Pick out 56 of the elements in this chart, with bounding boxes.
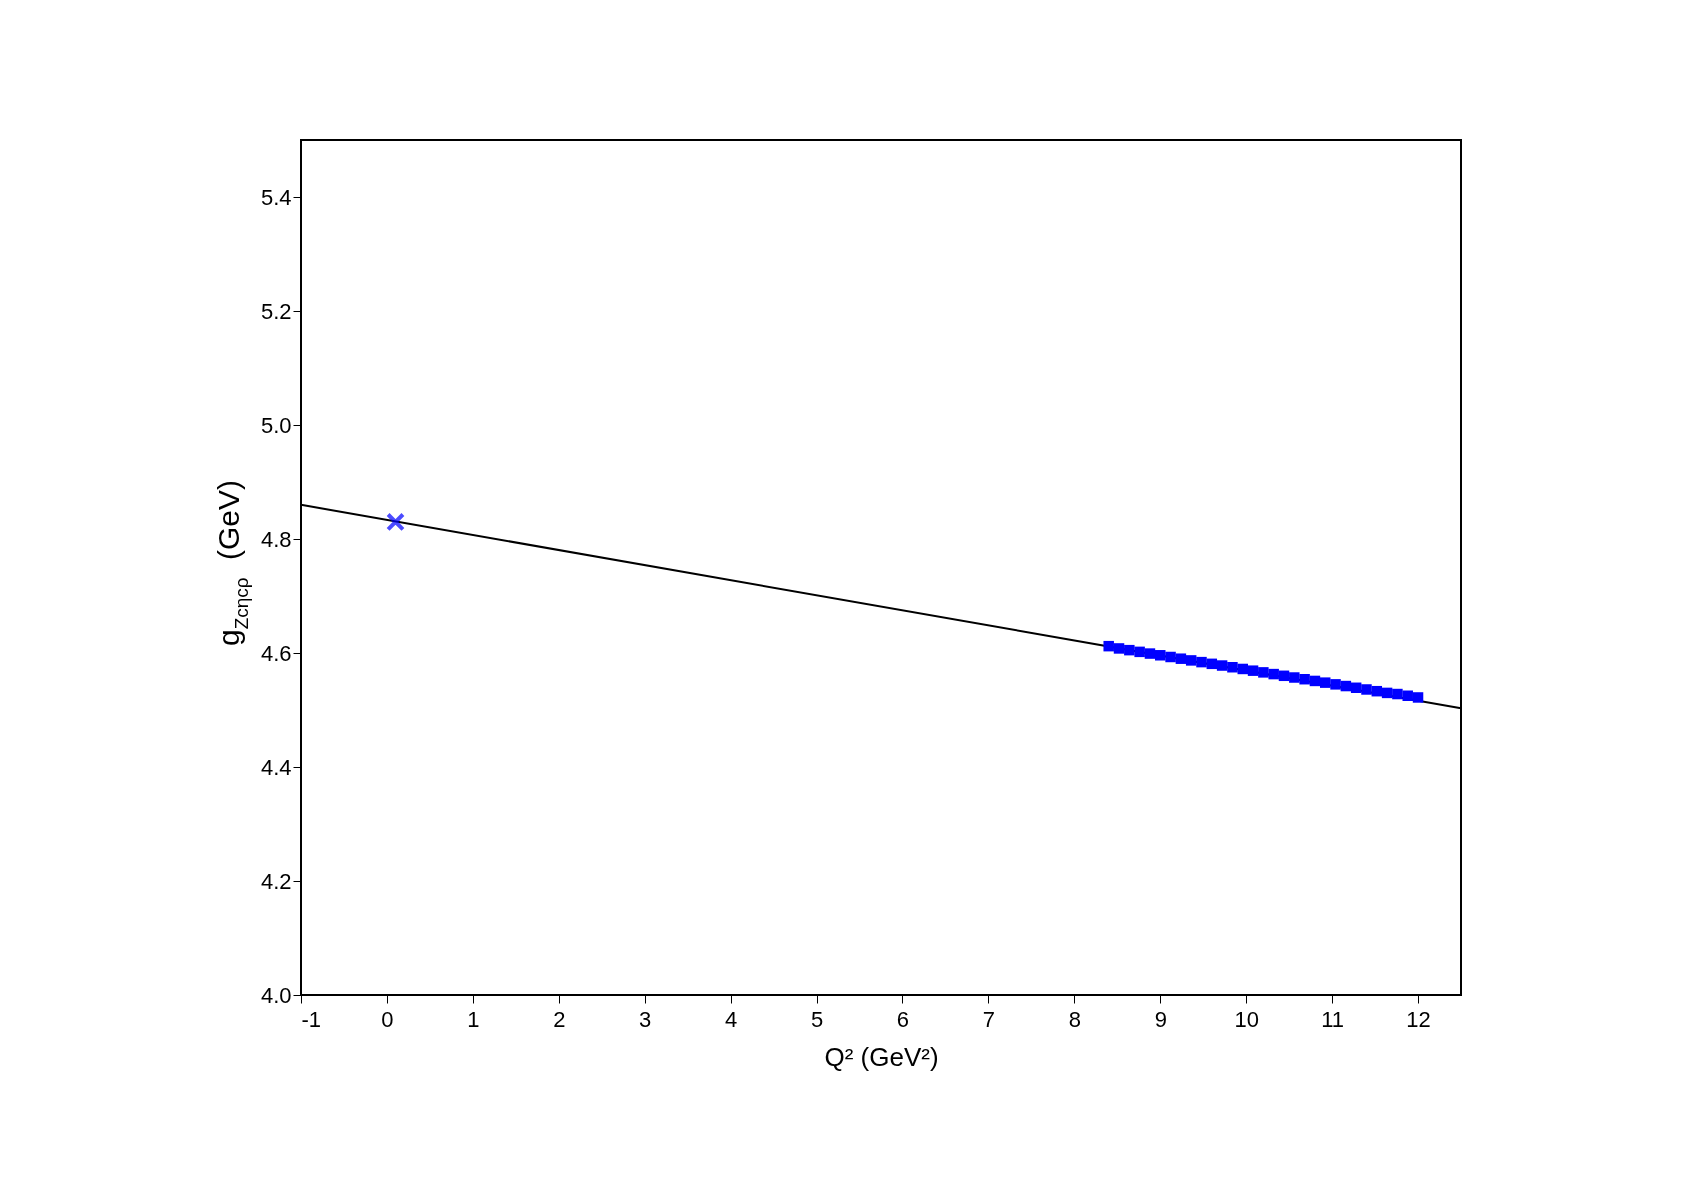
point [1289,672,1300,683]
point [1247,665,1259,676]
x-tick-label: 12 [1406,1006,1431,1032]
point [1196,656,1207,668]
x-tick-label: 10 [1234,1006,1259,1032]
point [1227,662,1238,673]
point [1144,648,1156,659]
point [1155,650,1166,661]
x-tick-label: 1 [467,1006,480,1032]
x-tick-label: -1 [301,1006,322,1032]
point [1402,690,1413,701]
point [1350,682,1362,694]
y-tick-label: 4.8 [260,526,292,552]
point [1216,660,1228,671]
point [1392,688,1403,700]
point [1124,644,1135,656]
point [1206,658,1218,670]
point [1113,643,1125,654]
point [1278,670,1290,682]
point [1165,651,1176,663]
y-axis-title: gZcηcρ (GeV) [212,479,252,646]
point [1299,673,1310,685]
point [1237,663,1248,675]
point [1309,675,1321,687]
point [1103,640,1114,652]
x-tick-label: 4 [725,1006,738,1032]
point [1319,677,1331,688]
x-tick-label: 0 [381,1006,394,1032]
point [1134,646,1145,658]
y-tick-label: 4.0 [260,982,292,1008]
y-tick-label: 5.2 [260,298,292,324]
x-tick-label: 2 [553,1006,566,1032]
x-tick-label: 5 [810,1006,824,1032]
point [1175,653,1187,664]
x-tick-label: 8 [1068,1006,1081,1032]
point [1268,668,1279,680]
y-tick-label: 5.4 [260,184,292,210]
point [1258,667,1269,678]
point [1361,684,1372,695]
point [1330,679,1341,690]
y-tick-label: 4.4 [260,754,292,780]
y-tick-label: 5.0 [260,412,292,438]
point [1371,685,1383,697]
x-tick-label: 7 [982,1006,996,1032]
y-tick-label: 4.2 [260,868,292,894]
x-tick-label: 9 [1154,1006,1167,1032]
y-tick-label: 4.6 [260,640,292,666]
x-tick-label: 6 [896,1006,910,1032]
point [1412,692,1424,703]
x-axis-title: Q² (GeV²) [824,1041,939,1072]
point [386,512,405,532]
point [1185,655,1197,666]
x-tick-label: 3 [639,1006,652,1032]
point [1381,687,1393,699]
x-tick-label: 11 [1321,1006,1345,1032]
point [1340,680,1352,692]
